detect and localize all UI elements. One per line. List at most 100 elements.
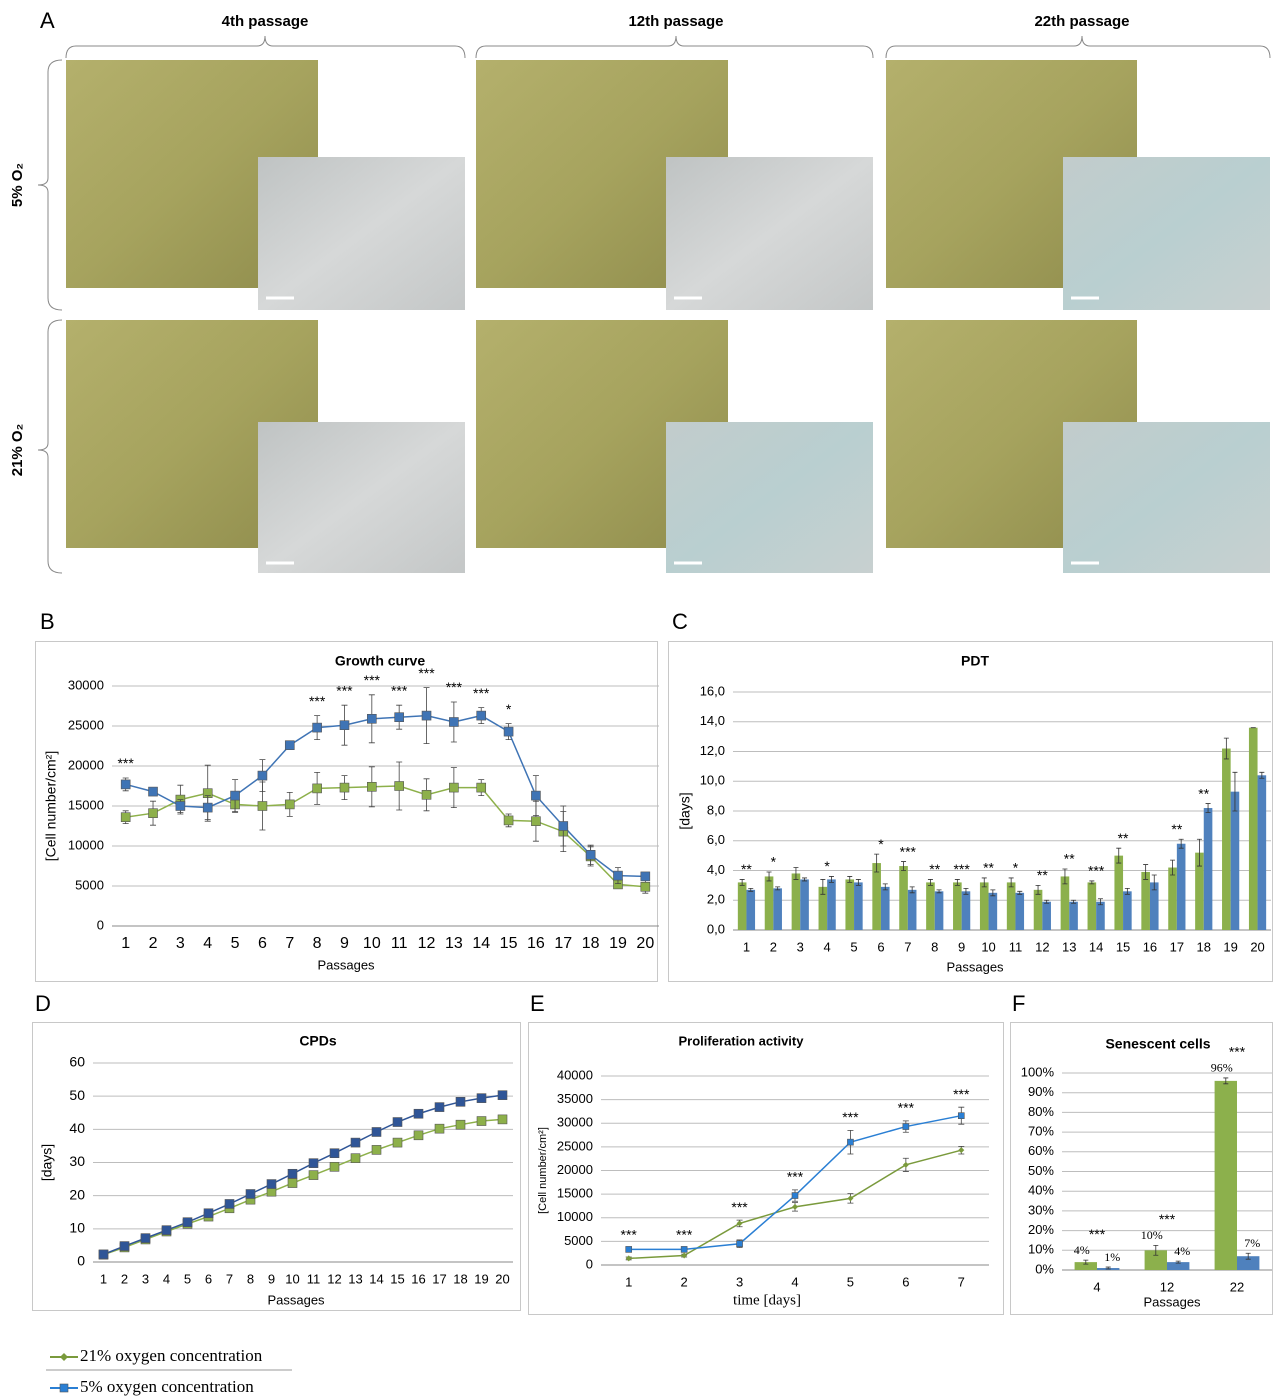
data-point [435,1103,444,1112]
y-tick-label: 40000 [557,1067,593,1082]
data-point [477,1117,486,1126]
data-point [681,1246,687,1252]
x-tick-label: 16 [411,1271,425,1286]
bar [827,879,836,930]
data-point [531,817,540,826]
bar [1069,902,1078,930]
bar [1015,893,1024,930]
bar [1222,749,1231,930]
x-tick-label: 6 [877,939,884,954]
significance-mark: *** [1089,1226,1106,1242]
data-point [498,1115,507,1124]
x-tick-label: 17 [432,1271,446,1286]
y-tick-label: 20000 [557,1162,593,1177]
y-tick-label: 0 [77,1253,85,1269]
y-tick-label: 30% [1028,1202,1054,1217]
bar [1061,876,1070,930]
bar [1042,902,1051,930]
y-axis-label: [Cell number/cm²] [537,1127,549,1214]
data-point [340,721,349,730]
y-tick-label: 100% [1021,1064,1055,1079]
panel-label: A [40,8,55,33]
bar [926,882,935,930]
bar [773,888,782,930]
y-tick-label: 70% [1028,1124,1054,1139]
x-tick-label: 9 [340,935,349,952]
data-point [626,1255,632,1261]
legend-label: 5% oxygen concentration [80,1377,254,1396]
x-tick-label: 22 [1230,1279,1244,1294]
x-tick-label: 10 [285,1271,299,1286]
x-tick-label: 4 [163,1271,170,1286]
y-tick-label: 5000 [75,877,104,892]
bar [1168,868,1177,930]
bar [854,882,863,930]
x-tick-label: 4 [1093,1279,1100,1294]
data-point [60,1384,68,1392]
legend-label: 21% oxygen concentration [80,1346,263,1365]
x-tick-label: 7 [285,935,294,952]
significance-mark: *** [117,755,134,771]
panel-label: E [530,991,545,1016]
significance-mark: *** [842,1109,859,1125]
significance-mark: *** [473,685,490,701]
y-tick-label: 2,0 [707,892,725,907]
data-point [903,1124,909,1130]
significance-mark: ** [1037,867,1048,883]
data-point [367,782,376,791]
y-tick-label: 60% [1028,1143,1054,1158]
y-tick-label: 40% [1028,1183,1054,1198]
y-tick-label: 50 [69,1087,85,1103]
significance-mark: *** [1229,1044,1246,1060]
bar [881,887,890,930]
x-tick-label: 18 [582,935,600,952]
data-point [60,1353,68,1361]
row-label: 5% O₂ [9,163,26,207]
data-point [121,780,130,789]
bar [1231,792,1240,930]
data-point [258,802,267,811]
x-axis-label: Passages [317,957,375,972]
significance-mark: ** [1118,830,1129,846]
significance-mark: * [824,858,830,874]
y-tick-label: 60 [69,1054,85,1070]
data-point [449,783,458,792]
bar [765,876,774,930]
bar [962,891,971,930]
data-point [958,1147,964,1153]
bar [980,882,989,930]
x-axis-label: Passages [946,959,1004,974]
data-point [641,882,650,891]
y-tick-label: 20 [69,1186,85,1202]
y-tick-label: 30000 [557,1115,593,1130]
data-point [351,1138,360,1147]
x-tick-label: 8 [931,939,938,954]
y-tick-label: 10000 [68,837,104,852]
x-tick-label: 19 [609,935,627,952]
bar [738,882,747,930]
chart-frame [33,1023,521,1311]
x-tick-label: 5 [850,939,857,954]
micrograph-inset [666,422,873,573]
data-point [456,1097,465,1106]
y-tick-label: 6,0 [707,832,725,847]
significance-mark: *** [364,672,381,688]
x-tick-label: 2 [681,1274,688,1289]
data-point [626,1246,632,1252]
micrograph-inset [1063,157,1270,310]
bar [1123,891,1132,930]
data-point [504,727,513,736]
data-point [792,1193,798,1199]
x-tick-label: 1 [625,1274,632,1289]
y-tick-label: 0 [586,1256,593,1271]
x-tick-label: 20 [495,1271,509,1286]
x-tick-label: 14 [472,935,490,952]
significance-mark: ** [741,861,752,877]
significance-mark: *** [418,665,435,681]
x-tick-label: 3 [797,939,804,954]
significance-mark: *** [898,1100,915,1116]
value-label: 4% [1174,1244,1190,1258]
x-tick-label: 12 [327,1271,341,1286]
data-point [477,1094,486,1103]
bar [1088,882,1097,930]
